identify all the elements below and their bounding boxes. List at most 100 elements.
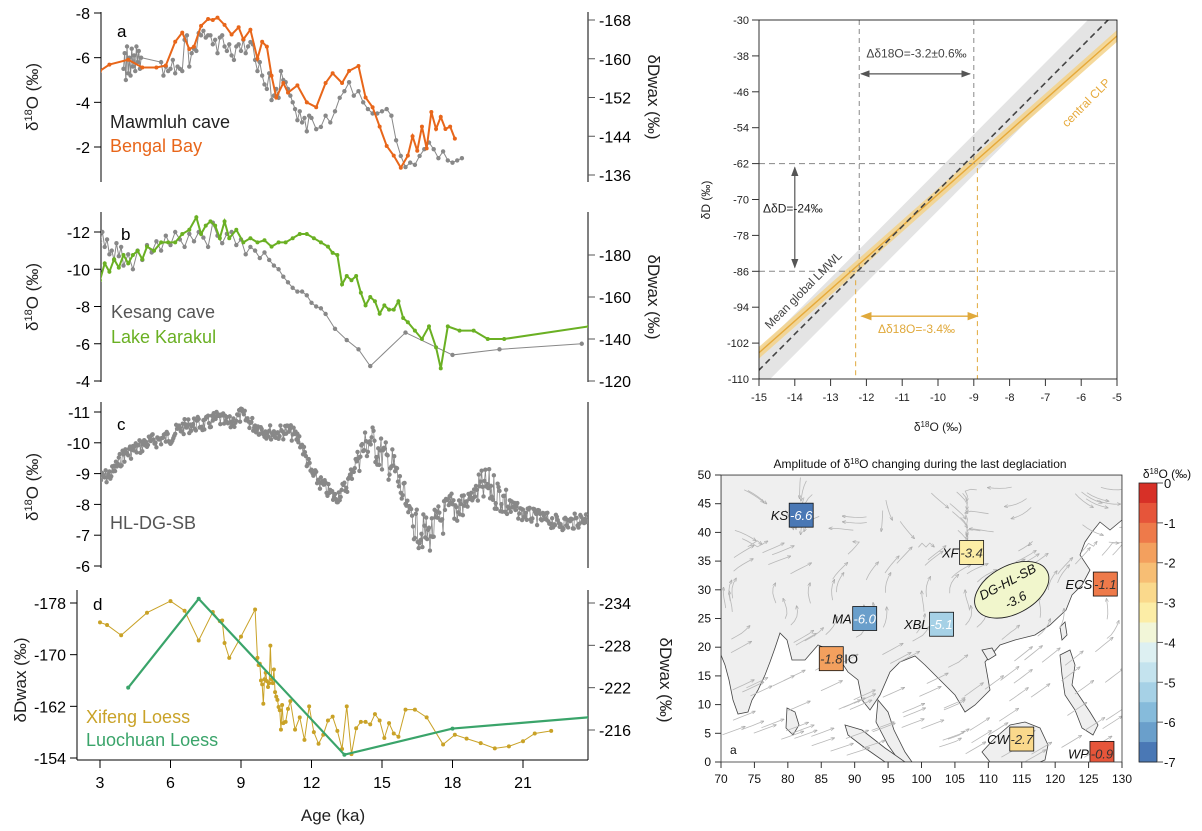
kesang-cave-point (109, 248, 114, 253)
lake-karakul-point (354, 274, 359, 278)
wind-streamline (939, 738, 961, 748)
wind-streamline (919, 687, 940, 697)
mawmluh-cave-point (201, 28, 206, 34)
bengal-bay-point (180, 30, 185, 35)
hl-dg-sb-point (418, 537, 423, 543)
hl-dg-sb-point (307, 460, 312, 466)
panel-d-x-tick-label: 12 (303, 775, 321, 792)
hl-dg-sb-point (302, 450, 308, 455)
site-value: -3.4 (960, 545, 982, 560)
wind-streamline (1100, 487, 1122, 489)
site-value: -1.1 (1094, 577, 1116, 592)
lake-karakul-point (140, 257, 145, 262)
wind-streamline (1112, 543, 1122, 556)
site-cw[interactable]: -2.7CW (987, 726, 1035, 752)
panel-d-x-tick-label: 21 (514, 775, 532, 792)
kesang-cave-point (130, 267, 136, 272)
mawmluh-cave-point (161, 73, 166, 78)
mawmluh-cave-point (231, 57, 237, 63)
hl-dg-sb-point (382, 446, 388, 451)
mawmluh-cave-point (297, 109, 302, 114)
hl-dg-sb-point (145, 442, 151, 448)
wind-streamline (753, 725, 776, 734)
hl-dg-sb-point (478, 479, 483, 484)
wind-streamline (831, 580, 835, 601)
kesang-cave-point (220, 240, 225, 246)
lake-karakul-point (199, 232, 204, 236)
wind-streamline (1084, 718, 1104, 731)
mawmluh-cave-point (455, 158, 460, 163)
scatter-y-tick-label: -102 (727, 338, 749, 350)
site-ma[interactable]: -6.0MA (832, 606, 878, 631)
mawmluh-cave-point (180, 68, 185, 74)
colorbar-segment (1139, 542, 1157, 564)
hl-dg-sb-point (235, 412, 241, 418)
wind-streamline (865, 562, 878, 581)
xifeng-loess-point (119, 633, 124, 638)
panel-c-left-ylabel: δ18O (‰) (23, 453, 42, 521)
panel-a-left-tick-label: -8 (76, 6, 90, 23)
hl-dg-sb-point (396, 484, 402, 489)
scatter-y-ticks: -30 -38 -46 -54 -62 -70 -78 -86 -94 -102 -110 (727, 15, 759, 386)
hl-dg-sb-point (202, 427, 207, 432)
wind-streamline (781, 731, 803, 740)
hl-dg-sb-point (460, 512, 466, 518)
wind-streamline (783, 599, 788, 619)
scatter-y-tick-label: -78 (733, 230, 749, 242)
map-y-tick-label: 35 (698, 554, 712, 568)
colorbar-segment (1139, 662, 1157, 683)
panel-c-left-ticks: -11 -10 -9 -8 -7 -6 (67, 405, 101, 576)
panel-d-x-tick-label: 15 (373, 775, 391, 792)
scatter-y-tick-label: -46 (733, 87, 749, 99)
region-ellipse[interactable] (965, 550, 1058, 630)
wind-streamline (966, 564, 988, 575)
wind-streamline (912, 627, 930, 642)
mawmluh-cave-point (168, 66, 173, 72)
panel-a-right-tick-label: -168 (599, 13, 631, 30)
wind-streamline (1014, 647, 1032, 662)
wind-streamline (948, 655, 967, 668)
wind-streamline (772, 583, 777, 604)
scatter-x-tick-label: -5 (1112, 392, 1122, 404)
hl-dg-sb-point (419, 531, 424, 537)
hl-dg-sb-point (266, 434, 271, 439)
wind-streamline (1081, 542, 1097, 553)
xifeng-loess-point (372, 712, 377, 717)
lake-karakul-point (387, 307, 392, 312)
lake-karakul-point (255, 240, 260, 245)
hl-dg-sb-point (289, 438, 294, 443)
kesang-cave-point (191, 239, 197, 244)
xifeng-loess-point (239, 634, 243, 639)
wind-streamline (731, 578, 736, 599)
mawmluh-cave-point (138, 55, 144, 60)
hl-dg-sb-point (520, 507, 526, 512)
panel-a-left-tick-label: -4 (76, 95, 90, 112)
hl-dg-sb-point (574, 515, 579, 521)
xifeng-loess-point (253, 607, 258, 612)
panel-c-left-tick-label: -6 (76, 559, 90, 576)
xifeng-loess-point (363, 719, 368, 724)
mawmluh-cave-point (187, 64, 192, 69)
xifeng-loess-point (387, 721, 392, 726)
site-xf[interactable]: -3.4XF (941, 540, 985, 565)
wind-streamline (843, 516, 867, 518)
lake-karakul-point (502, 337, 507, 341)
site-code: WP (1068, 746, 1089, 761)
hl-dg-sb-point (218, 421, 223, 427)
scatter-x-tick-label: -10 (930, 392, 946, 404)
wind-streamline (984, 676, 1003, 690)
site-wp[interactable]: -0.9WP (1068, 740, 1115, 765)
panel-b-right-tick-label: -120 (599, 374, 631, 391)
isotope-scatter-plot: -15 -14 -13 -12 -11 -10 -9 -8 -7 -6 -5 -30 -38 -46 -5… (699, 15, 1122, 434)
kesang-cave-point (257, 255, 262, 261)
lake-karakul-point (349, 278, 354, 283)
legend-xifeng-loess: Xifeng Loess (86, 707, 190, 727)
wind-streamline (1031, 743, 1052, 755)
wind-streamline (1015, 551, 1036, 563)
site-io[interactable]: -1.8 IO (818, 646, 858, 672)
site-ks[interactable]: -6.6KS (771, 502, 814, 528)
panel-b-left-ylabel: δ18O (‰) (23, 263, 42, 331)
